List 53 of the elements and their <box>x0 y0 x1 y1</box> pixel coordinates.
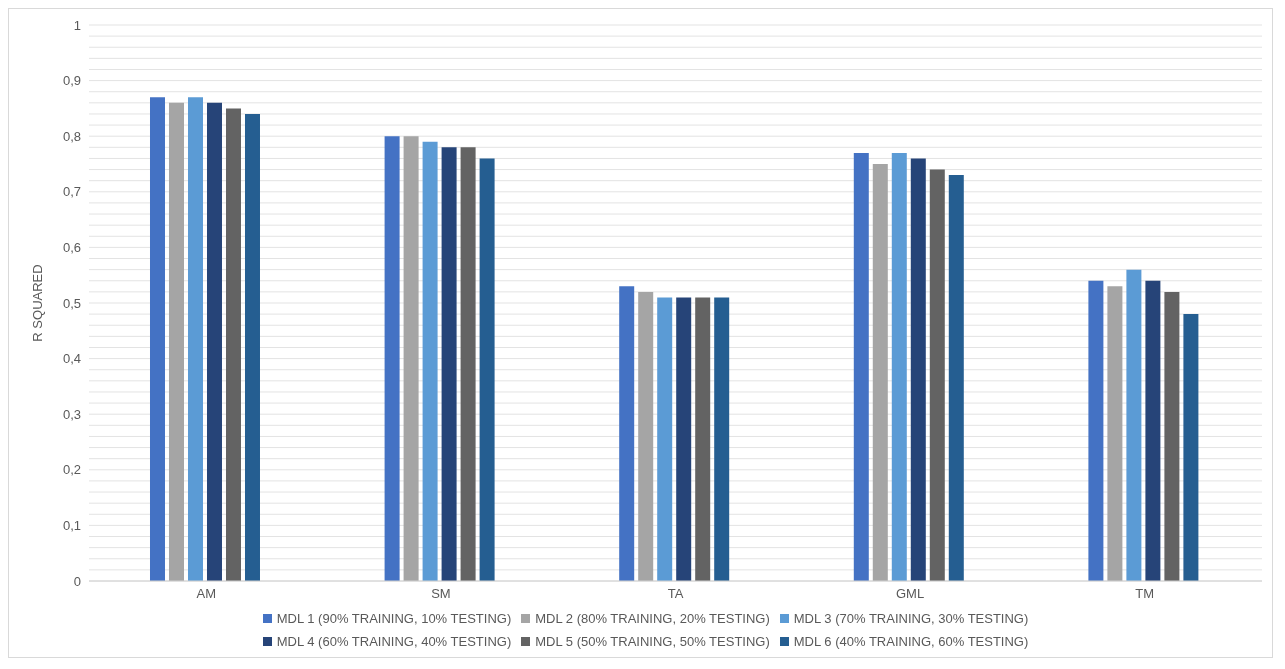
bar <box>948 175 964 581</box>
y-tick-label: 0,9 <box>62 73 81 89</box>
y-tick-label: 0,3 <box>62 406 81 422</box>
bar <box>676 297 692 581</box>
bar <box>910 158 926 581</box>
bar <box>245 113 260 581</box>
x-tick-label: SM <box>431 586 451 602</box>
legend-label: MDL 1 (90% TRAINING, 10% TESTING) <box>275 611 512 626</box>
bar <box>479 158 495 581</box>
bar <box>226 108 241 581</box>
bar <box>422 141 438 581</box>
bar <box>657 297 673 581</box>
bar <box>460 147 476 581</box>
y-tick-label: 0,6 <box>62 240 81 256</box>
bar <box>403 136 419 581</box>
x-tick-label: GML <box>896 586 925 602</box>
bar <box>1145 280 1161 581</box>
bar <box>441 147 457 581</box>
bar <box>853 152 869 581</box>
y-tick-label: 0,8 <box>62 128 81 144</box>
x-tick-label: AM <box>196 586 217 602</box>
bar <box>929 169 945 581</box>
y-tick-label: 0,2 <box>62 462 81 478</box>
bar <box>872 164 888 581</box>
bar <box>150 97 165 581</box>
legend-label: MDL 3 (70% TRAINING, 30% TESTING) <box>792 611 1029 626</box>
bar <box>169 102 184 581</box>
bar <box>891 152 907 581</box>
bar <box>188 97 203 581</box>
legend-label: MDL 4 (60% TRAINING, 40% TESTING) <box>275 634 512 649</box>
bar <box>1088 280 1104 581</box>
y-tick-label: 0,7 <box>62 184 81 200</box>
bar <box>207 102 222 581</box>
bar <box>1107 286 1123 581</box>
bar <box>1183 314 1199 581</box>
bar <box>1164 291 1180 581</box>
legend-label: MDL 5 (50% TRAINING, 50% TESTING) <box>534 634 770 649</box>
y-tick-label: 1 <box>73 17 81 33</box>
y-tick-label: 0,5 <box>62 295 81 311</box>
y-tick-label: 0 <box>73 573 81 589</box>
x-tick-label: TA <box>667 586 684 602</box>
legend-label: MDL 6 (40% TRAINING, 60% TESTING) <box>792 634 1029 649</box>
legend-label: MDL 2 (80% TRAINING, 20% TESTING) <box>534 611 770 626</box>
bar <box>638 291 654 581</box>
y-axis-title: R SQUARED <box>29 264 45 342</box>
x-tick-label: TM <box>1135 586 1155 602</box>
bar <box>1126 269 1142 581</box>
bar <box>619 286 635 581</box>
y-tick-label: 0,4 <box>62 351 81 367</box>
bar <box>695 297 711 581</box>
bar <box>384 136 400 581</box>
bar <box>714 297 730 581</box>
y-tick-label: 0,1 <box>62 518 81 534</box>
